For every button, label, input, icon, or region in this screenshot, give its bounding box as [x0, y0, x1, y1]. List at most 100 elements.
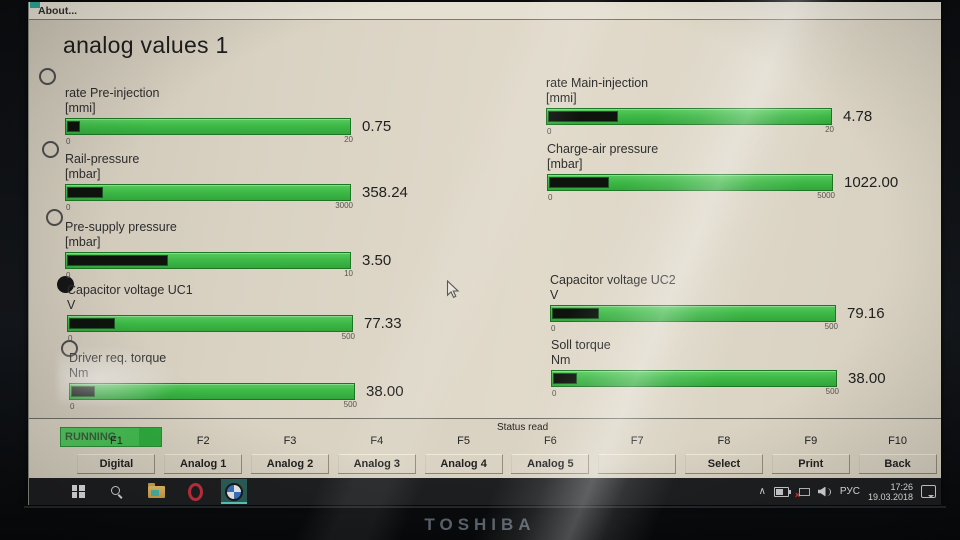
gauge-value: 3.50 — [362, 252, 392, 269]
windows-taskbar: ∧ РУС 17:26 19.03.2018 — [29, 478, 941, 505]
windows-logo-icon — [71, 485, 85, 498]
gauge-max: 3000 — [335, 201, 353, 210]
digital-button[interactable]: Digital — [77, 454, 156, 473]
gauge-bar — [67, 315, 353, 332]
gauge-bar-fill — [553, 309, 598, 318]
gauge-max: 500 — [343, 400, 357, 409]
fkey-f8: F8 Select — [681, 435, 768, 473]
gauge-min: 0 — [551, 324, 556, 333]
tray-chevron-up-icon[interactable]: ∧ — [758, 485, 766, 497]
gauge-max: 20 — [344, 135, 353, 144]
menu-about[interactable]: About... — [38, 5, 78, 17]
analog-2-button[interactable]: Analog 2 — [250, 454, 330, 473]
gauge-rate-pre-injection: rate Pre-injection [mmi] 0.75 0 20 — [65, 86, 437, 146]
gauge-unit: V — [67, 298, 76, 312]
gauge-min: 0 — [548, 193, 553, 202]
gauge-bar-fill — [68, 188, 102, 197]
gauge-bar-fill — [68, 256, 168, 265]
function-key-bar: Status read RUNNING F1 Digital F2 Analog… — [29, 418, 941, 479]
taskbar-search-button[interactable] — [104, 479, 130, 504]
gauge-max: 500 — [341, 332, 355, 341]
app-menubar: About... — [29, 2, 941, 20]
fkey-f9: F9 Print — [767, 435, 854, 473]
gauge-bar — [551, 370, 837, 387]
fkey-f4: F4 Analog 3 — [333, 435, 420, 473]
row-select-radio[interactable] — [46, 209, 63, 226]
gauge-label: Pre-supply pressure — [65, 220, 177, 234]
battery-icon[interactable] — [773, 486, 791, 497]
select-button[interactable]: Select — [684, 454, 764, 473]
system-tray: ∧ РУС 17:26 19.03.2018 — [759, 482, 941, 502]
analog-5-button[interactable]: Analog 5 — [511, 454, 590, 473]
speaker-icon[interactable] — [818, 486, 832, 498]
gauge-bar-fill — [68, 122, 79, 131]
opera-icon — [187, 482, 203, 501]
fkey-label: F7 — [630, 435, 644, 447]
gauge-label: Capacitor voltage UC1 — [67, 283, 193, 297]
row-select-radio[interactable] — [57, 276, 74, 293]
analog-3-button[interactable]: Analog 3 — [337, 454, 416, 473]
gauge-bar — [65, 184, 351, 201]
row-select-radio[interactable] — [42, 141, 59, 158]
fkey-label: F2 — [196, 435, 210, 447]
gauge-label: Capacitor voltage UC2 — [550, 273, 676, 287]
search-icon — [110, 485, 124, 499]
gauge-bar-fill — [554, 374, 576, 383]
gauge-value: 4.78 — [843, 108, 873, 125]
fkey-f3: F3 Analog 2 — [247, 435, 334, 473]
fkey-label: F5 — [457, 435, 470, 447]
gauge-unit: Nm — [69, 366, 89, 380]
bmw-roundel-icon — [225, 482, 243, 501]
gauge-value: 1022.00 — [844, 174, 899, 191]
analog-4-button[interactable]: Analog 4 — [424, 454, 503, 473]
gauge-bar — [550, 305, 836, 322]
language-indicator[interactable]: РУС — [839, 486, 860, 497]
gauge-bar-fill — [549, 112, 617, 121]
action-center-icon[interactable] — [921, 485, 936, 498]
fkey-f1: F1 Digital — [73, 435, 160, 473]
fkey-label: F10 — [888, 435, 908, 447]
gauge-min: 0 — [66, 137, 71, 146]
clock-time: 17:26 — [890, 481, 913, 492]
start-button[interactable] — [65, 479, 91, 504]
gauge-label: Charge-air pressure — [547, 142, 659, 156]
row-select-radio[interactable] — [39, 68, 56, 85]
print-button[interactable]: Print — [771, 454, 850, 473]
gauge-min: 0 — [552, 389, 557, 398]
network-disconnected-icon[interactable] — [795, 487, 810, 500]
gauge-max: 500 — [824, 322, 838, 331]
fkey-label: F8 — [717, 435, 731, 447]
mouse-cursor-icon — [446, 279, 460, 305]
fkey-label: F1 — [109, 435, 123, 447]
file-explorer-button[interactable] — [143, 479, 169, 504]
fkey-label: F9 — [804, 435, 818, 447]
gauge-max: 10 — [344, 269, 353, 278]
status-read-label: Status read — [497, 422, 549, 433]
gauge-min: 0 — [66, 203, 71, 212]
analog-1-button[interactable]: Analog 1 — [164, 454, 243, 473]
gauge-max: 500 — [825, 387, 839, 396]
gauge-unit: Nm — [551, 353, 571, 367]
fkey-f6: F6 Analog 5 — [507, 435, 594, 473]
gauge-value: 77.33 — [364, 315, 402, 332]
back-button[interactable]: Back — [858, 454, 937, 473]
fkey-label: F4 — [370, 435, 384, 447]
opera-browser-button[interactable] — [182, 479, 208, 504]
gauge-rate-main-injection: rate Main-injection [mmi] 4.78 0 20 — [546, 76, 918, 136]
gauge-unit: V — [550, 288, 559, 302]
fkey-f7: F7 — [594, 435, 681, 473]
gauge-soll-torque: Soll torque Nm 38.00 0 500 — [551, 338, 923, 398]
gauge-capacitor-voltage-uc2: Capacitor voltage UC2 V 79.16 0 500 — [550, 273, 922, 333]
gauge-bar — [69, 383, 355, 400]
clock-date: 19.03.2018 — [867, 491, 913, 502]
gauge-min: 0 — [547, 127, 552, 136]
laptop-brand-logo: TOSHIBA — [424, 515, 536, 534]
f7-blank-button[interactable] — [598, 454, 677, 473]
bmw-diagnostic-app-button[interactable] — [221, 479, 247, 504]
gauge-bar — [65, 118, 351, 135]
gauge-pre-supply-pressure: Pre-supply pressure [mbar] 3.50 0 10 — [65, 220, 437, 280]
taskbar-clock[interactable]: 17:26 19.03.2018 — [868, 482, 913, 502]
gauge-capacitor-voltage-uc1: Capacitor voltage UC1 V 77.33 0 500 — [67, 283, 439, 343]
gauge-rail-pressure: Rail-pressure [mbar] 358.24 0 3000 — [65, 152, 437, 212]
